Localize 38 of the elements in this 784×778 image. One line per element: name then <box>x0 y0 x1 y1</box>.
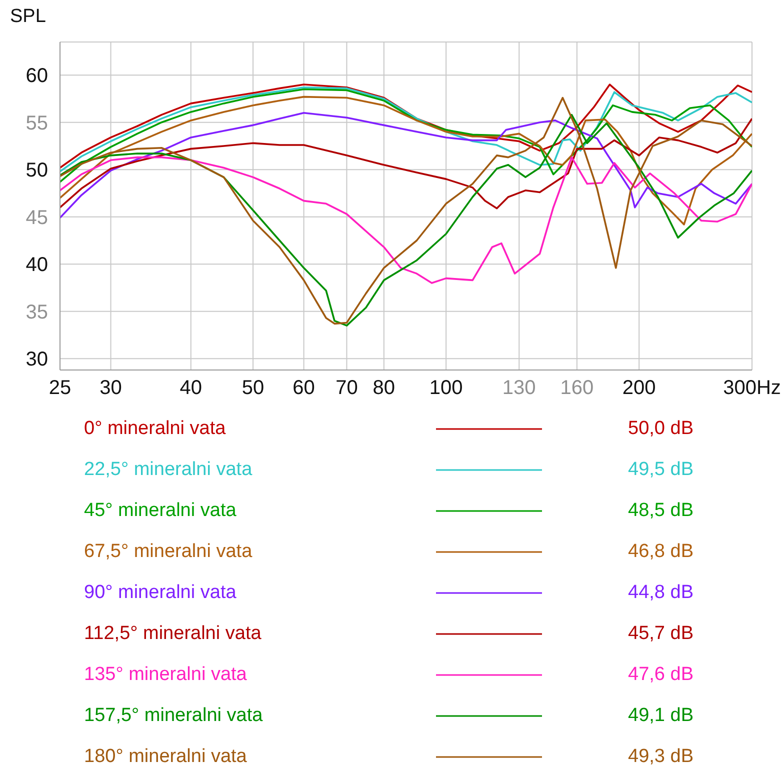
text: 0° mineralni vata <box>84 418 227 440</box>
x-tick-label: 60 <box>292 377 315 399</box>
text: 90° mineralni vata <box>84 582 238 604</box>
x-tick-label: 130 <box>502 377 536 399</box>
x-tick-label: 200 <box>622 377 656 399</box>
x-tick-label: 160 <box>560 377 594 399</box>
y-tick-label: 45 <box>26 206 48 229</box>
x-tick-label: 30 <box>100 377 122 399</box>
text: 180° mineralni vata <box>84 746 248 768</box>
y-tick-label: 40 <box>26 254 48 276</box>
text: 49,1 dB <box>628 704 694 726</box>
text: 45° mineralni vata <box>84 500 238 522</box>
x-tick-label: 300Hz <box>723 377 781 399</box>
x-tick-label: 80 <box>372 377 396 399</box>
text: 49,3 dB <box>628 746 694 768</box>
y-tick-label: 55 <box>26 112 48 134</box>
text: 67,5° mineralni vata <box>84 540 254 562</box>
x-tick-label: 25 <box>48 377 72 399</box>
text: 135° mineralni vata <box>84 664 248 686</box>
text: 48,5 dB <box>628 500 694 522</box>
text: 44,8 dB <box>628 582 694 604</box>
text: 112,5° mineralni vata <box>84 622 262 644</box>
y-axis-title: SPL <box>10 6 46 28</box>
x-tick-label: 40 <box>180 377 202 399</box>
x-tick-label: 70 <box>336 377 358 399</box>
text: 46,8 dB <box>628 540 694 562</box>
y-tick-label: 30 <box>26 348 48 371</box>
text: 45,7 dB <box>628 622 694 644</box>
text: 157,5° mineralni vata <box>84 704 264 726</box>
x-tick-label: 50 <box>242 377 264 399</box>
y-tick-label: 60 <box>26 65 48 88</box>
text: 22,5° mineralni vata <box>84 458 254 480</box>
y-tick-label: 35 <box>26 301 48 324</box>
text: 47,6 dB <box>628 664 694 686</box>
text: 50,0 dB <box>628 418 694 440</box>
x-tick-label: 100 <box>429 377 463 399</box>
y-tick-label: 50 <box>26 160 48 182</box>
text: 49,5 dB <box>628 458 694 480</box>
